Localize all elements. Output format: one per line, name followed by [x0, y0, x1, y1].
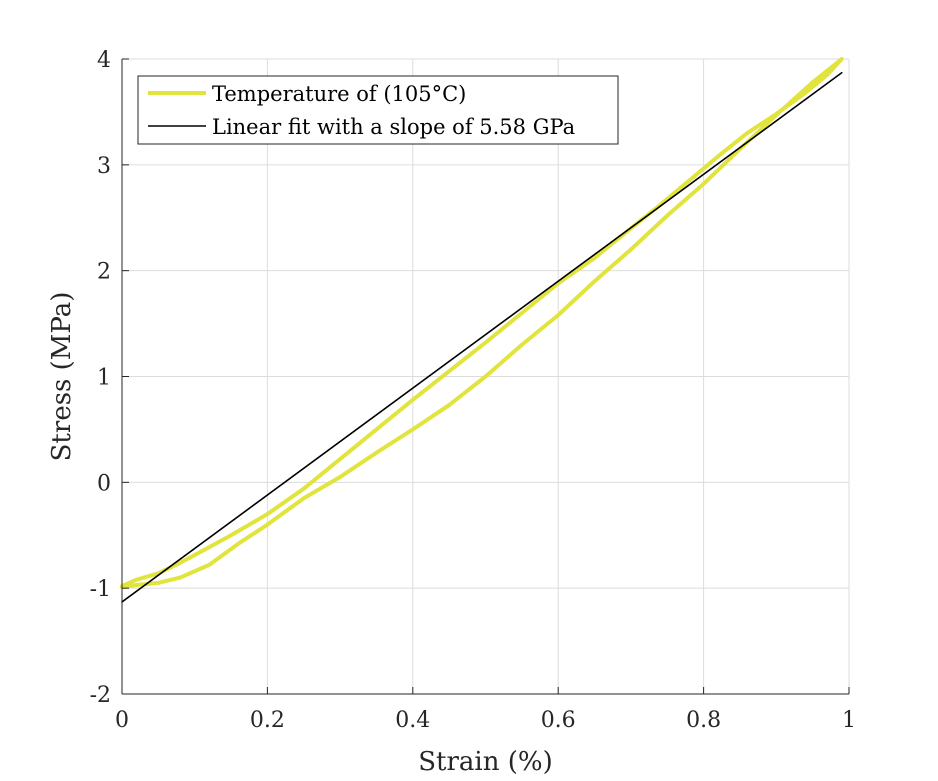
series-layer [120, 57, 844, 603]
y-tick-label: 4 [97, 48, 111, 73]
tick-labels: 0 0.2 0.4 0.6 0.8 1 -2 -1 0 1 2 3 4 [90, 48, 856, 733]
y-tick-label: 0 [97, 471, 111, 496]
x-tick-label: 0.8 [686, 708, 721, 733]
y-tick-label: 1 [97, 366, 111, 391]
x-axis-label: Strain (%) [418, 747, 553, 777]
legend-label: Linear fit with a slope of 5.58 GPa [212, 115, 575, 139]
series-line-temperature [120, 57, 844, 590]
legend-box [137, 75, 619, 145]
series-line-linear-fit [121, 71, 843, 603]
legend-label: Temperature of (105°C) [212, 82, 466, 106]
x-tick-label: 0.2 [250, 708, 285, 733]
axes [121, 58, 850, 695]
x-tick-label: 1 [842, 708, 856, 733]
x-tick-label: 0.4 [395, 708, 430, 733]
legend: Temperature of (105°C) Linear fit with a … [137, 75, 619, 145]
y-axis-label: Stress (MPa) [47, 292, 77, 462]
y-tick-label: -1 [90, 577, 111, 602]
y-tick-label: 3 [97, 154, 111, 179]
y-tick-label: 2 [97, 260, 111, 285]
x-tick-label: 0 [115, 708, 129, 733]
y-tick-label: -2 [90, 683, 111, 708]
x-tick-label: 0.6 [541, 708, 576, 733]
